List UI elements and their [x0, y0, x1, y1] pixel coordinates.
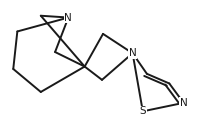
- Text: N: N: [180, 98, 187, 108]
- Text: N: N: [129, 48, 136, 58]
- Text: S: S: [140, 106, 146, 116]
- Text: N: N: [64, 13, 72, 23]
